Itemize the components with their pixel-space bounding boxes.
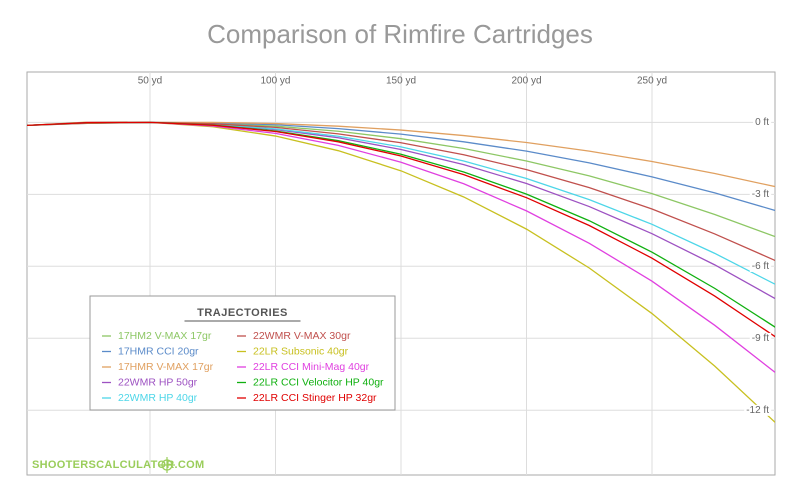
- legend-label: 22LR Subsonic 40gr: [253, 345, 349, 357]
- watermark-icon: [159, 457, 175, 473]
- y-tick-label-bg: [749, 260, 772, 272]
- y-tick-label: -3 ft: [752, 189, 769, 200]
- x-tick-label: 100 yd: [260, 76, 290, 87]
- y-tick-label-bg: [753, 117, 772, 129]
- x-tick-label: 150 yd: [386, 76, 416, 87]
- legend-label: 17HM2 V-MAX 17gr: [118, 330, 212, 342]
- x-tick-label: 250 yd: [637, 76, 667, 87]
- legend-label: 17HMR CCI 20gr: [118, 345, 199, 357]
- x-tick-label: 50 yd: [138, 76, 162, 87]
- legend-label: 22LR CCI Stinger HP 32gr: [253, 392, 377, 404]
- legend-box: [89, 295, 396, 411]
- legend-title: TRAJECTORIES: [197, 307, 288, 319]
- y-tick-label-bg: [749, 188, 772, 200]
- y-tick-label: 0 ft: [755, 117, 769, 128]
- series-line: [27, 121, 775, 338]
- y-tick-label-bg: [749, 332, 772, 344]
- y-tick-label-bg: [744, 404, 772, 416]
- legend-label: 22LR CCI Mini-Mag 40gr: [253, 361, 370, 373]
- chart-title: Comparison of Rimfire Cartridges: [207, 19, 593, 49]
- y-tick-label: -6 ft: [752, 261, 769, 272]
- x-tick-label: 200 yd: [511, 76, 541, 87]
- y-tick-label: -9 ft: [752, 333, 769, 344]
- legend-label: 22WMR HP 40gr: [118, 392, 198, 404]
- legend-label: 22LR CCI Velocitor HP 40gr: [253, 376, 384, 388]
- legend-label: 17HMR V-MAX 17gr: [118, 361, 214, 373]
- watermark: SHOOTERSCALCULATOR.COM: [32, 459, 204, 471]
- legend-label: 22WMR HP 50gr: [118, 376, 198, 388]
- legend-label: 22WMR V-MAX 30gr: [253, 330, 351, 342]
- y-tick-label: -12 ft: [746, 405, 769, 416]
